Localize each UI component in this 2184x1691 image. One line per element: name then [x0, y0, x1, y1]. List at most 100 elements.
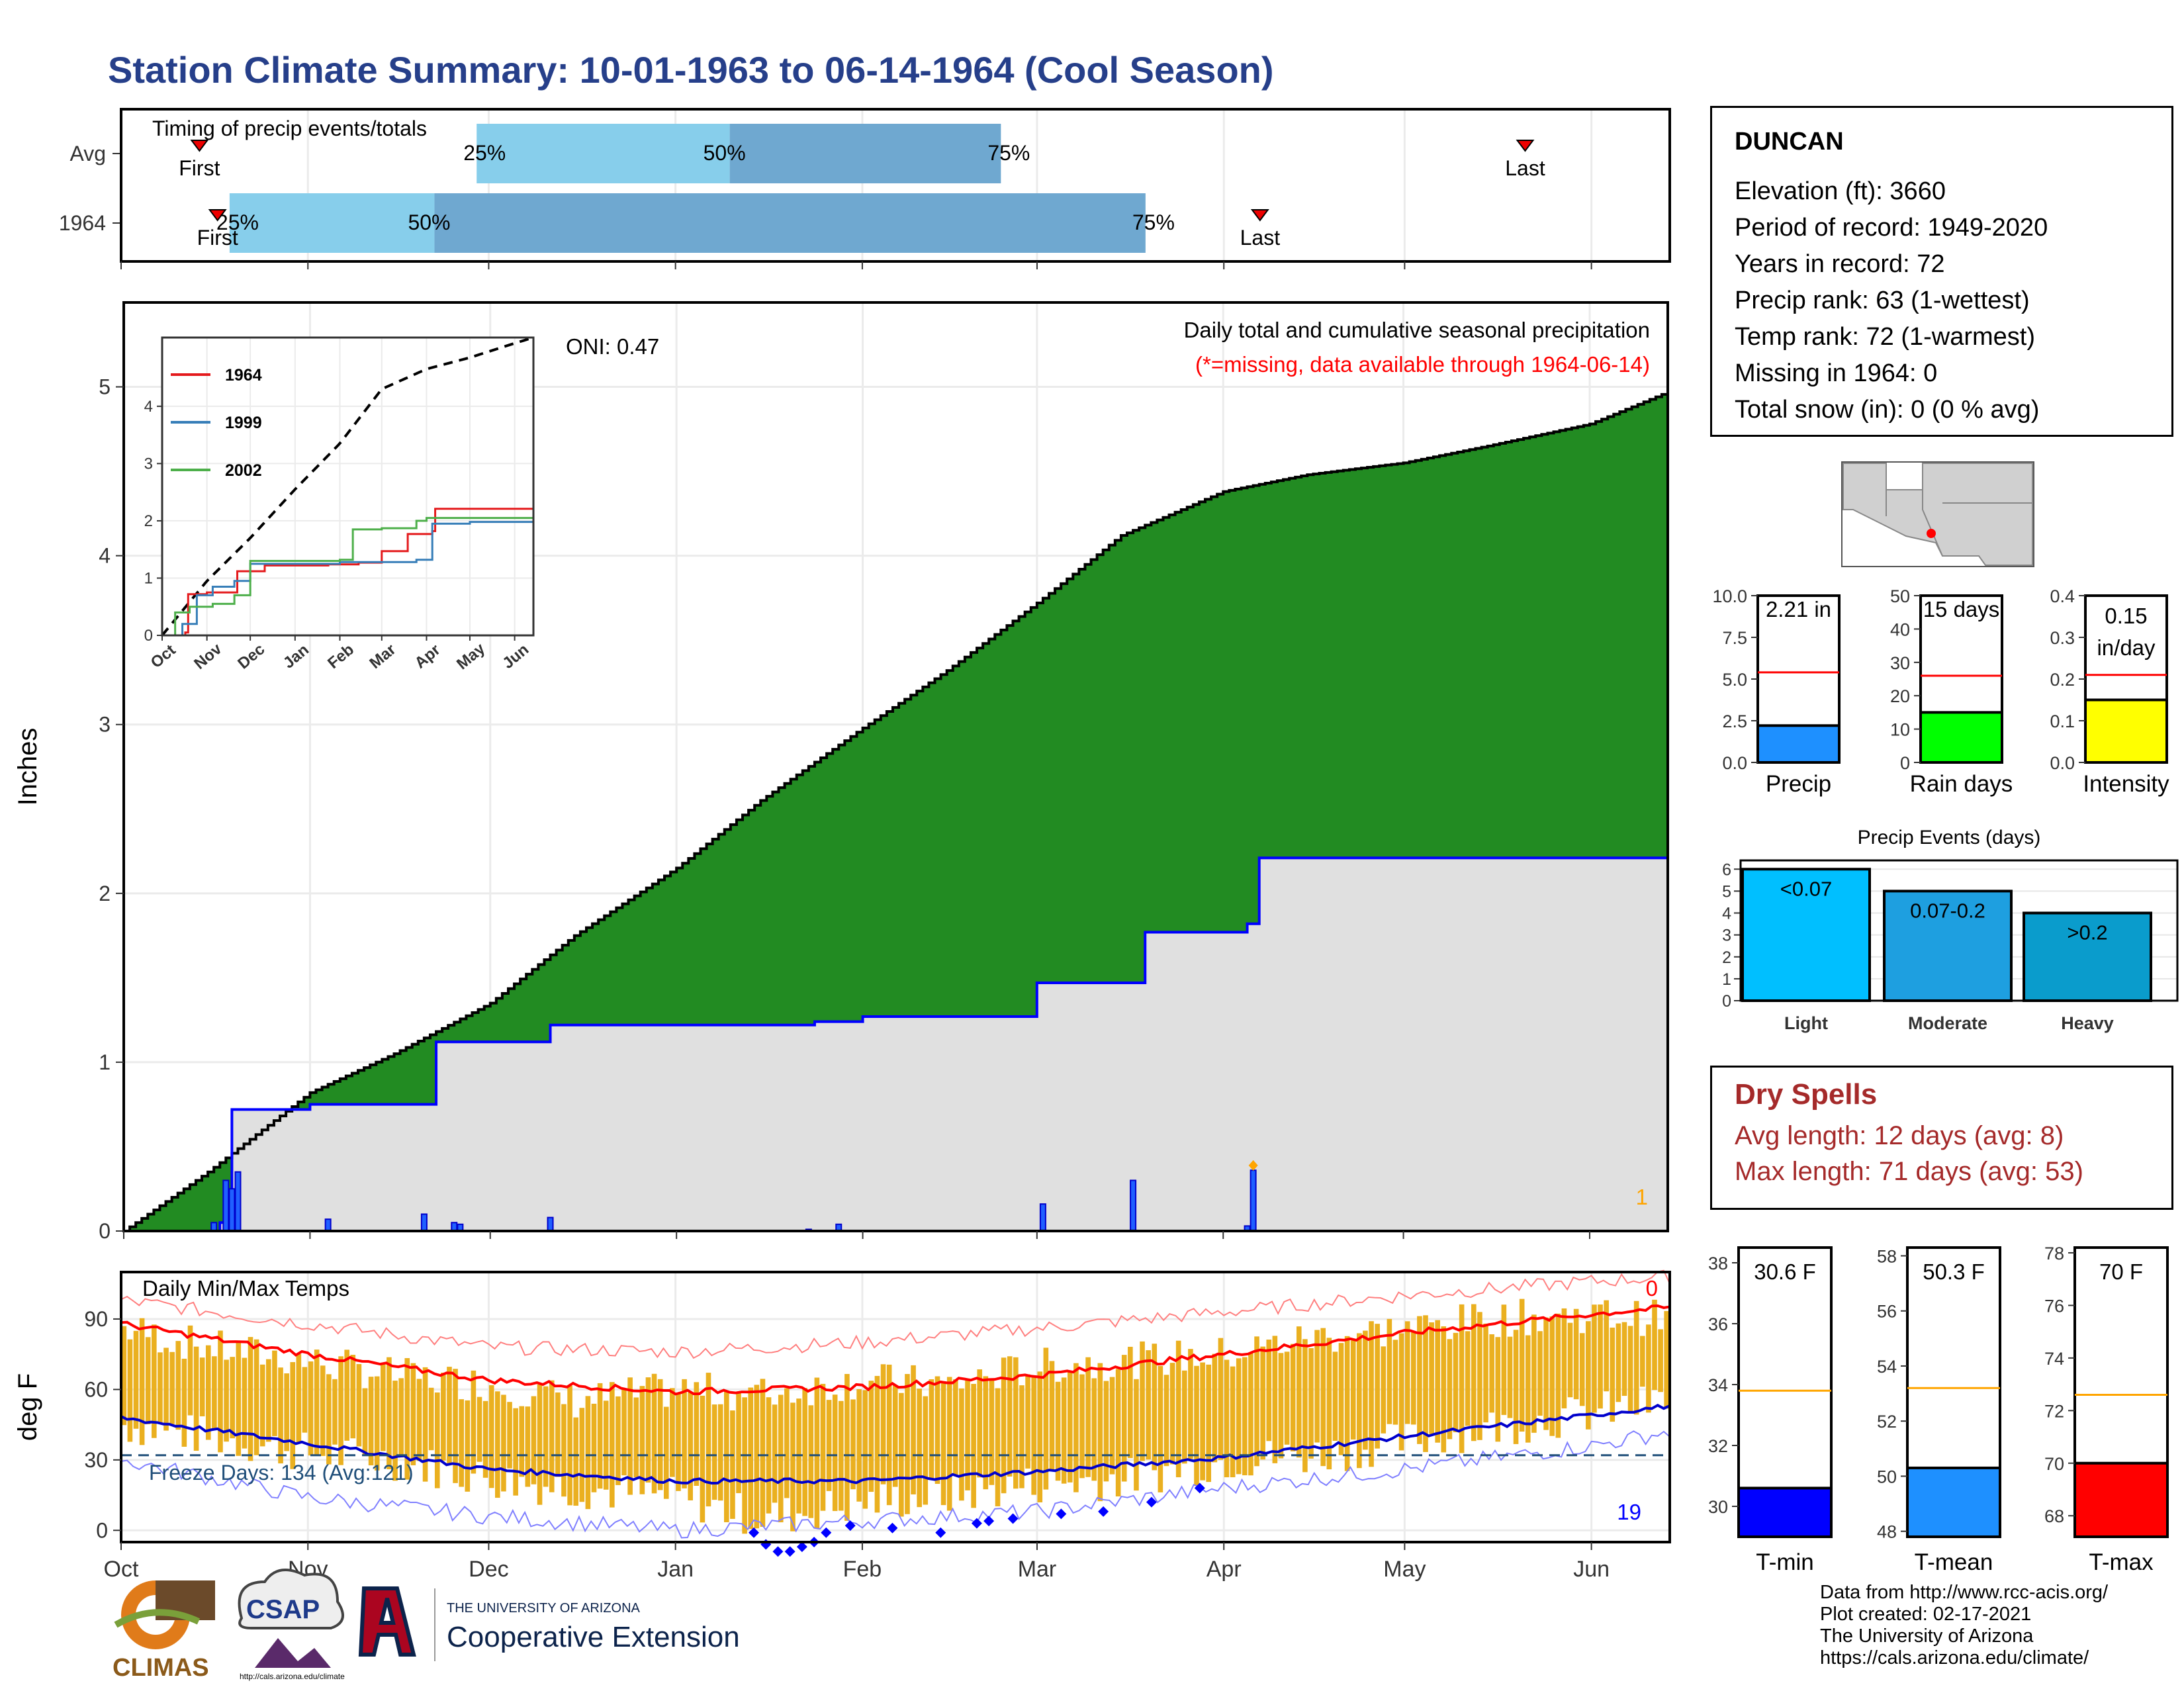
temp-daily-bar	[597, 1383, 603, 1489]
temp-daily-bar	[748, 1387, 754, 1530]
precip-daily-bar	[1039, 1203, 1046, 1232]
temp-daily-bar	[1158, 1365, 1163, 1492]
temp-daily-bar	[892, 1385, 898, 1487]
temp-daily-bar	[808, 1405, 814, 1518]
inset-y-tick-label: 2	[144, 512, 153, 530]
stat-bar-tick-label: 0.1	[2050, 711, 2075, 731]
timing-frame	[120, 108, 1671, 263]
temp-daily-bar	[218, 1330, 223, 1453]
temp-daily-bar	[1260, 1346, 1265, 1460]
temp-daily-bar	[537, 1384, 543, 1505]
temp-x-tick-label: Jun	[1573, 1557, 1610, 1582]
temp-daily-bar	[434, 1392, 440, 1488]
temp-bar-tick-label: 76	[2044, 1296, 2064, 1316]
temp-daily-bar	[224, 1359, 229, 1442]
temp-daily-bar	[1410, 1331, 1416, 1425]
stat-bar-value	[2084, 698, 2168, 764]
temp-daily-bar	[832, 1394, 838, 1512]
temp-bar-tick-label: 74	[2044, 1349, 2064, 1369]
temp-daily-bar	[410, 1363, 416, 1465]
temp-bar-value	[1906, 1466, 2001, 1539]
temp-daily-bar	[940, 1381, 946, 1506]
temp-daily-bar	[1417, 1316, 1422, 1444]
temp-bar-tick-label: 30	[1708, 1497, 1728, 1517]
temp-daily-bar	[507, 1402, 512, 1469]
timing-first-marker	[190, 140, 209, 152]
temp-daily-bar	[477, 1396, 482, 1462]
station-location-marker	[1927, 529, 1936, 538]
temp-daily-bar	[495, 1391, 500, 1498]
events-tick-label: 4	[1722, 905, 1731, 923]
events-bar-label: >0.2	[2067, 921, 2107, 944]
temp-daily-bar	[1037, 1371, 1043, 1502]
stat-bar-tick-label: 50	[1890, 586, 1910, 606]
precip-corner-count: 1	[1636, 1185, 1648, 1209]
temp-y-axis-label: deg F	[13, 1373, 42, 1441]
temp-daily-bar	[1200, 1362, 1205, 1481]
temp-cold-day-marker	[796, 1541, 807, 1553]
temp-daily-bar	[1296, 1326, 1302, 1458]
temp-daily-bar	[1031, 1377, 1036, 1495]
temp-daily-bar	[971, 1383, 976, 1508]
timing-q25-label: 25%	[216, 210, 259, 234]
temp-daily-bar	[711, 1404, 717, 1500]
temp-daily-bar	[1453, 1332, 1459, 1433]
temp-daily-bar	[163, 1348, 169, 1431]
temp-daily-bar	[205, 1345, 211, 1440]
temp-freeze-label: Freeze Days: 134 (Avg:121)	[149, 1461, 414, 1485]
precip-daily-bar	[324, 1218, 332, 1232]
temp-daily-bar	[1230, 1366, 1236, 1478]
temp-daily-bar	[1639, 1336, 1645, 1387]
inset-legend-label: 1964	[225, 366, 262, 385]
temp-daily-bar	[856, 1389, 862, 1502]
temp-daily-bar	[1561, 1308, 1567, 1408]
temp-bar-name: T-min	[1756, 1549, 1814, 1575]
temp-daily-bar	[1025, 1374, 1030, 1469]
temp-daily-bar	[259, 1364, 265, 1447]
temp-daily-bar	[531, 1396, 537, 1485]
inset-frame	[161, 336, 535, 637]
temp-daily-bar	[1013, 1357, 1019, 1489]
temp-daily-bar	[1423, 1315, 1428, 1452]
temp-daily-bar	[694, 1382, 700, 1486]
stat-bar-tick-label: 0.0	[2050, 753, 2075, 773]
temp-daily-bar	[1326, 1338, 1332, 1470]
climas-logo-text: CLIMAS	[113, 1654, 209, 1682]
credit-data-source: Data from http://www.rcc-acis.org/	[1820, 1582, 2109, 1603]
temp-daily-bar	[278, 1367, 283, 1464]
dry-spells-max: Max length: 71 days (avg: 53)	[1735, 1157, 2083, 1186]
temp-daily-bar	[525, 1406, 531, 1487]
temp-daily-bar	[621, 1389, 627, 1476]
logos: CLIMAS CSAP http://cals.arizona.edu/clim…	[113, 1569, 740, 1682]
inset-legend-label: 2002	[225, 461, 262, 480]
temp-daily-bar	[923, 1396, 929, 1505]
temp-daily-bar	[1513, 1330, 1519, 1444]
temp-daily-bar	[1061, 1377, 1067, 1484]
temp-daily-bar	[1236, 1358, 1242, 1475]
temp-daily-bar	[272, 1350, 277, 1436]
events-frame	[1739, 859, 2179, 1002]
temp-daily-bar	[284, 1373, 289, 1451]
csap-url-text: http://cals.arizona.edu/climate	[240, 1672, 345, 1681]
temp-daily-bar	[187, 1325, 193, 1416]
precip-daily-bar	[222, 1179, 230, 1232]
temp-bar-tick-label: 72	[2044, 1401, 2064, 1421]
stat-bar-label: 2.21 in	[1766, 597, 1831, 621]
temp-daily-bar	[1357, 1333, 1362, 1469]
temp-daily-bar	[488, 1385, 494, 1488]
csap-logo-text: CSAP	[246, 1595, 320, 1624]
timing-first-label: First	[179, 156, 220, 180]
precip-avg-line	[124, 392, 1669, 1232]
temp-daily-bar	[561, 1404, 567, 1497]
temp-daily-bar	[422, 1367, 428, 1482]
temp-daily-bar	[1206, 1364, 1212, 1483]
temp-daily-bar	[519, 1406, 525, 1477]
temp-bar-tick-label: 34	[1708, 1375, 1728, 1395]
stat-bar-tick-label: 10	[1890, 720, 1910, 740]
station-elevation: Elevation (ft): 3660	[1735, 177, 1946, 205]
temp-daily-bar	[1441, 1326, 1447, 1453]
temp-daily-bar	[501, 1394, 506, 1492]
temp-daily-bar	[766, 1397, 772, 1514]
timing-bar-q50-q75	[434, 193, 1146, 253]
temp-daily-bar	[1001, 1357, 1007, 1494]
